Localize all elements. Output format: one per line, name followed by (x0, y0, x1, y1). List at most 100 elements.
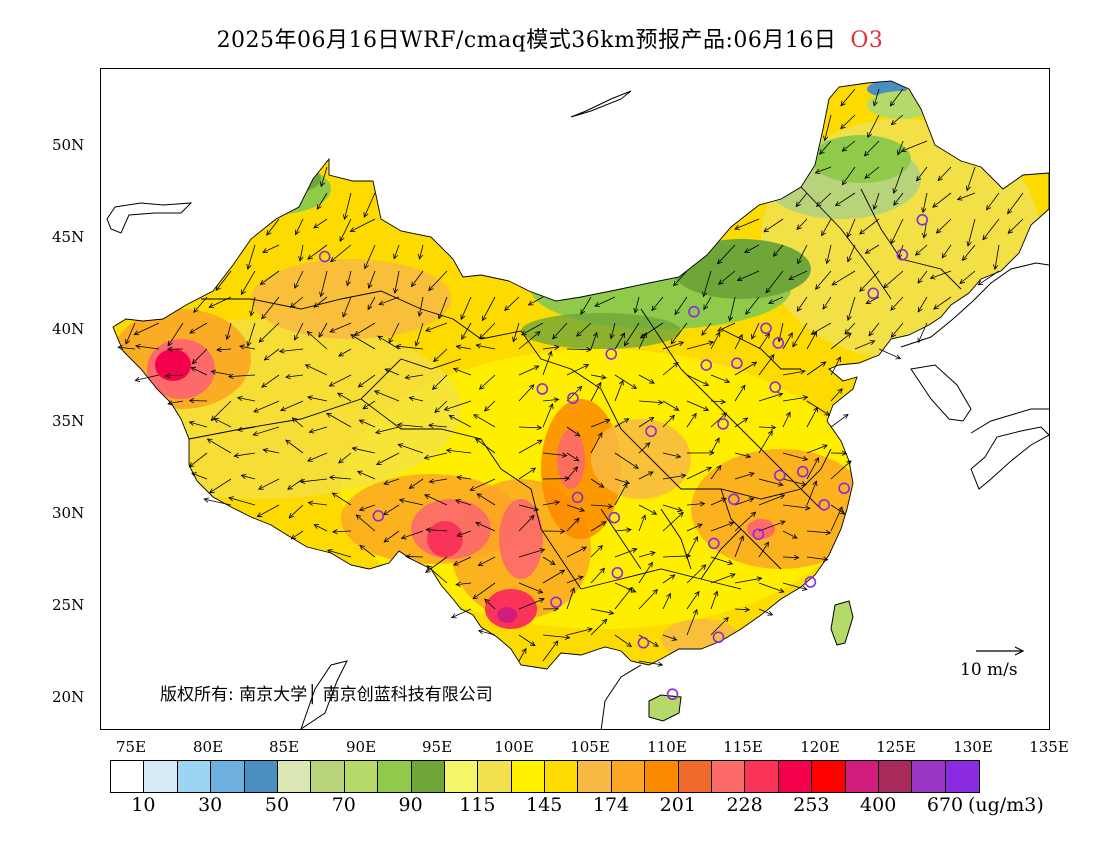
wind-arrow (765, 270, 784, 294)
colorbar-swatch (645, 761, 679, 792)
wind-arrow (782, 332, 793, 350)
wind-arrow (614, 379, 624, 402)
wind-arrow (167, 322, 184, 347)
wind-arrow (758, 582, 785, 593)
wind-arrow (566, 346, 592, 353)
wind-arrow (758, 478, 784, 487)
colorbar-swatch (444, 761, 479, 792)
page-title: 2025年06月16日WRF/cmaq模式36km预报产品:06月16日 O3 (0, 22, 1100, 54)
wind-arrow (433, 348, 448, 363)
wind-arrow (734, 497, 755, 506)
wind-arrow (1007, 192, 1024, 215)
wind-arrow (313, 524, 328, 532)
wind-arrow (900, 140, 928, 153)
wind-arrow (736, 270, 760, 282)
city-marker (567, 392, 579, 404)
wind-arrow (262, 447, 280, 454)
wind-arrow (428, 478, 448, 484)
ozone-map (106, 80, 1049, 729)
wind-arrow (408, 396, 424, 402)
wind-arrow (189, 322, 208, 334)
wind-arrow (393, 244, 400, 260)
colorbar-tick-label: 253 (793, 794, 830, 816)
wind-arrow (396, 422, 424, 428)
wind-arrow (868, 322, 880, 337)
wind-arrow (806, 456, 820, 480)
wind-arrow (542, 350, 553, 376)
colorbar-tick-label: 145 (526, 794, 563, 816)
city-marker (708, 537, 720, 550)
wind-arrow (417, 296, 424, 317)
wind-arrow (356, 470, 376, 480)
wind-arrow (933, 296, 952, 310)
wind-arrow (133, 322, 160, 336)
wind-arrow (727, 296, 736, 322)
wind-arrow (710, 437, 720, 454)
wind-arrow (384, 368, 400, 376)
wind-arrow (339, 218, 352, 243)
wind-arrow (961, 244, 976, 262)
city-marker (571, 491, 584, 504)
wind-arrow (330, 244, 352, 263)
wind-arrow (461, 322, 472, 340)
lon-label-120: 120E (800, 738, 840, 756)
wind-arrow (782, 554, 800, 561)
wind-arrow (929, 270, 952, 280)
wind-arrow (710, 399, 727, 405)
wind-arrow (307, 452, 328, 462)
wind-arrow (135, 343, 160, 350)
wind-arrow (614, 374, 638, 389)
colorbar-tick-label: 670 (926, 794, 964, 816)
colorbar-tick-label: 70 (331, 794, 356, 816)
wind-arrow (638, 551, 656, 558)
wind-arrow (228, 496, 256, 506)
wind-arrow (542, 397, 560, 403)
wind-arrow (542, 403, 554, 428)
wind-arrow (614, 452, 639, 469)
wind-arrow (518, 634, 536, 647)
city-marker (867, 287, 880, 300)
wind-arrow (763, 218, 784, 233)
wind-arrow (609, 322, 616, 340)
wind-arrow (285, 374, 304, 380)
city-marker (796, 465, 809, 478)
concentration-field (113, 81, 1049, 669)
wind-arrow (806, 406, 818, 428)
wind-arrow (702, 270, 712, 298)
colorbar-swatch (778, 761, 813, 792)
wind-arrow (782, 530, 798, 539)
wind-arrow (518, 439, 543, 454)
wind-arrow (823, 114, 832, 142)
wind-arrow (329, 322, 352, 333)
wind-arrow (806, 400, 831, 416)
wind-arrow (566, 364, 590, 376)
wind-arrow (590, 418, 611, 428)
city-marker (717, 418, 729, 430)
wind-arrow (662, 341, 685, 350)
colorbar-tick-label: 90 (398, 794, 423, 816)
wind-arrow (566, 627, 593, 636)
wind-arrow (338, 348, 352, 357)
map-panel[interactable] (100, 68, 1050, 730)
wind-arrow (249, 296, 256, 317)
wind-arrow (542, 344, 560, 351)
wind-arrow (294, 322, 304, 341)
wind-arrow (716, 244, 736, 265)
wind-arrow (423, 452, 448, 460)
wind-arrow (208, 296, 232, 308)
wind-arrow (164, 373, 184, 379)
wind-arrow (566, 504, 585, 512)
city-marker (772, 337, 785, 349)
wind-arrow (425, 527, 448, 533)
wind-arrow (239, 344, 256, 350)
wind-arrow (844, 322, 856, 335)
wind-arrow (576, 322, 592, 337)
wind-arrow (188, 452, 208, 468)
wind-arrow (542, 556, 556, 566)
wind-arrow (191, 348, 208, 365)
wind-arrow (710, 521, 735, 532)
wind-arrow (378, 296, 400, 306)
wind-arrow (261, 374, 280, 388)
wind-arrow (319, 166, 328, 188)
wind-arrow (289, 296, 304, 308)
